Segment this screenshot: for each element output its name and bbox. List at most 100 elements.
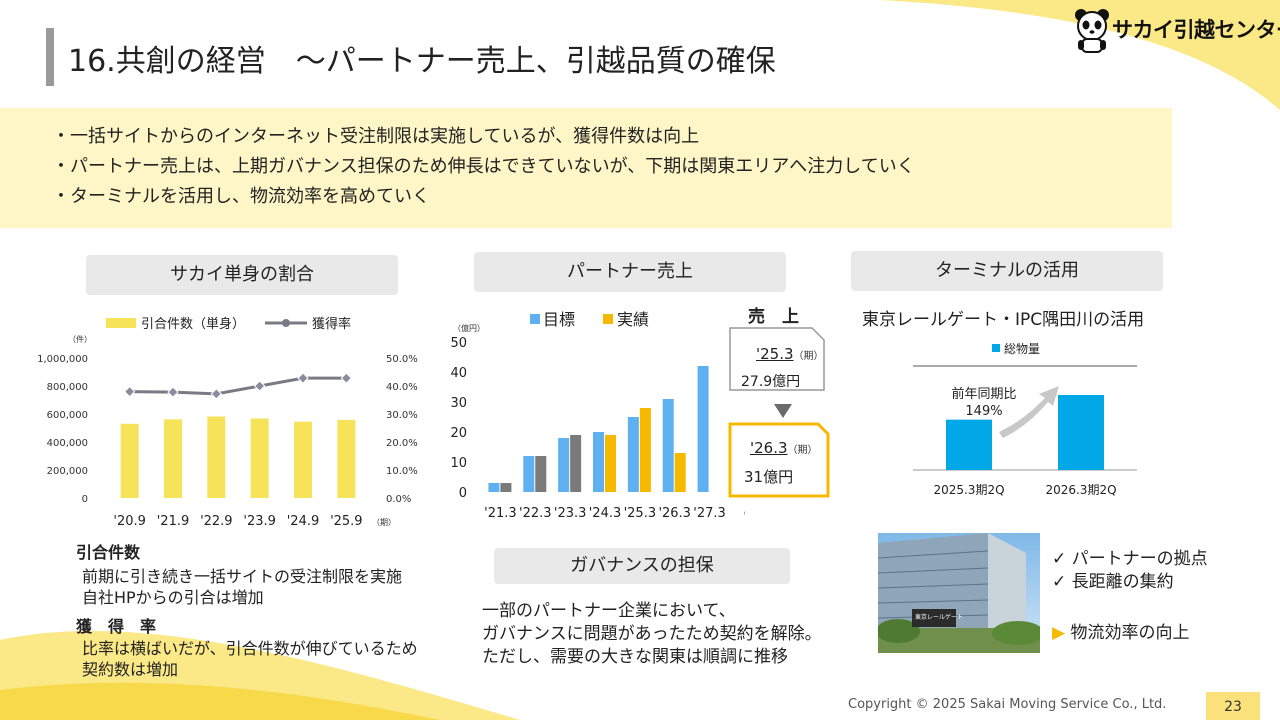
x-tick: 2025.3期2Q [933, 483, 1004, 497]
x-tick: '20.9 [113, 514, 146, 529]
note-heading-rate: 獲 得 率 [76, 617, 157, 636]
y-tick-left: 400,000 [47, 438, 88, 449]
note-heading-inquiries: 引合件数 [76, 543, 141, 562]
summary-item: パートナー売上は、上期ガバナンス担保のため伸長はできていないが、下期は関東エリア… [70, 152, 1172, 182]
x-tick: '21.3 [484, 506, 517, 521]
x-tick: '25.9 [330, 514, 363, 529]
y-tick-right: 40.0% [386, 382, 418, 393]
y-tick-right: 10.0% [386, 466, 418, 477]
bar-target [523, 456, 535, 492]
bar-inquiries [164, 419, 182, 498]
bar-actual [535, 456, 547, 492]
bar-inquiries [337, 419, 356, 498]
bar-volume [1058, 395, 1104, 470]
governance-text: 一部のパートナー企業において、 ガバナンスに問題があったため契約を解除。 ただし… [482, 600, 822, 669]
bar-target [627, 417, 639, 492]
terminal-volume-chart: 総物量 2025.3期2Q 2026.3期2Q 前年同期比 149% [913, 342, 1137, 497]
legend-label: 実績 [617, 310, 649, 329]
axis-unit: （期） [739, 509, 745, 518]
y-tick: 40 [450, 366, 467, 381]
bar-actual [674, 453, 686, 492]
legend-swatch-actual [603, 314, 613, 324]
callout-prev-period: '25.3（期） [756, 344, 824, 363]
x-tick: '23.9 [243, 514, 276, 529]
copyright: Copyright © 2025 Sakai Moving Service Co… [848, 697, 1167, 712]
bar-target [697, 366, 709, 492]
legend-label: 目標 [543, 310, 575, 329]
y-tick: 30 [450, 396, 467, 411]
y-tick-left: 600,000 [47, 410, 88, 421]
y-tick-left: 200,000 [47, 466, 88, 477]
section-title-governance: ガバナンスの担保 [494, 548, 790, 584]
rate-point [297, 372, 309, 384]
terminal-building-photo [878, 533, 1040, 653]
callout-prev-value: 27.9億円 [741, 374, 801, 390]
y-tick: 50 [450, 336, 467, 351]
bar-target [488, 483, 500, 492]
check-item: ✓ 長距離の集約 [1052, 572, 1174, 592]
bar-target [662, 399, 674, 492]
governance-line: 一部のパートナー企業において、 [482, 601, 736, 621]
summary-panel: 一括サイトからのインターネット受注制限は実施しているが、獲得件数は向上 パートナ… [0, 108, 1172, 228]
bar-actual [500, 483, 512, 492]
title-accent-bar [46, 28, 54, 86]
x-tick: '23.3 [554, 506, 587, 521]
x-tick: '21.9 [157, 514, 190, 529]
check-icon: ✓ [1052, 549, 1072, 569]
note-text: 自社HPからの引合は増加 [82, 588, 264, 607]
note-text: 比率は横ばいだが、引合件数が伸びているため [82, 639, 418, 658]
legend-label: 引合件数（単身） [141, 316, 245, 332]
y-tick-left: 800,000 [47, 382, 88, 393]
panda-logo-icon [1075, 9, 1109, 53]
x-tick: '24.9 [287, 514, 320, 529]
x-tick: 2026.3期2Q [1045, 483, 1116, 497]
y-tick-right: 20.0% [386, 438, 418, 449]
y-tick: 20 [450, 426, 467, 441]
bar-inquiries [294, 421, 312, 498]
x-tick: '24.3 [589, 506, 622, 521]
bar-volume [946, 419, 992, 470]
bar-inquiries [120, 423, 139, 498]
y-tick: 0 [459, 486, 467, 501]
governance-line: ガバナンスに問題があったため契約を解除。 [482, 624, 822, 644]
page-number: 23 [1206, 692, 1260, 720]
rate-line [129, 376, 347, 396]
rate-point [340, 372, 353, 384]
brand-name: サカイ引越センター [1112, 18, 1280, 42]
annotation-text: 前年同期比 [951, 386, 1016, 402]
summary-item: ターミナルを活用し、物流効率を高めていく [70, 182, 1172, 212]
legend-swatch-inquiries [106, 318, 136, 328]
note-text: 契約数は増加 [82, 660, 179, 679]
x-tick: '25.3 [624, 506, 657, 521]
callout-cur-value: 31億円 [744, 468, 794, 486]
x-tick: '26.3 [658, 506, 691, 521]
prev-period-label: '25.3 [756, 345, 794, 363]
legend-label: 獲得率 [312, 316, 351, 332]
check-item: ✓ パートナーの拠点 [1052, 549, 1208, 569]
bar-actual [570, 435, 582, 492]
y-tick-right: 30.0% [386, 410, 418, 421]
axis-unit: （件） [68, 334, 92, 344]
bar-actual [639, 408, 651, 492]
summary-item: 一括サイトからのインターネット受注制限は実施しているが、獲得件数は向上 [70, 122, 1172, 152]
terminal-result: ▶ 物流効率の向上 [1052, 623, 1190, 643]
cur-period-label: '26.3 [750, 439, 788, 457]
x-tick: '22.3 [519, 506, 552, 521]
y-tick-right: 0.0% [386, 494, 411, 505]
axis-unit: （億円） [453, 323, 485, 333]
prev-period-suffix: （期） [793, 351, 824, 362]
axis-unit: （期） [372, 518, 396, 527]
rate-point [123, 385, 136, 398]
page-title: 16.共創の経営 ～パートナー売上、引越品質の確保 [68, 44, 776, 79]
legend-swatch-volume [992, 344, 1000, 352]
callout-title: 売 上 [748, 307, 799, 327]
bar-inquiries [250, 418, 269, 498]
legend-swatch-target [530, 314, 540, 324]
y-tick-right: 50.0% [386, 354, 418, 365]
bar-inquiries [207, 416, 226, 498]
section-title-ratio: サカイ単身の割合 [86, 255, 398, 295]
legend-marker [282, 319, 290, 327]
bar-target [593, 432, 604, 492]
section-title-partner: パートナー売上 [474, 252, 786, 292]
check-icon: ✓ [1052, 572, 1072, 592]
